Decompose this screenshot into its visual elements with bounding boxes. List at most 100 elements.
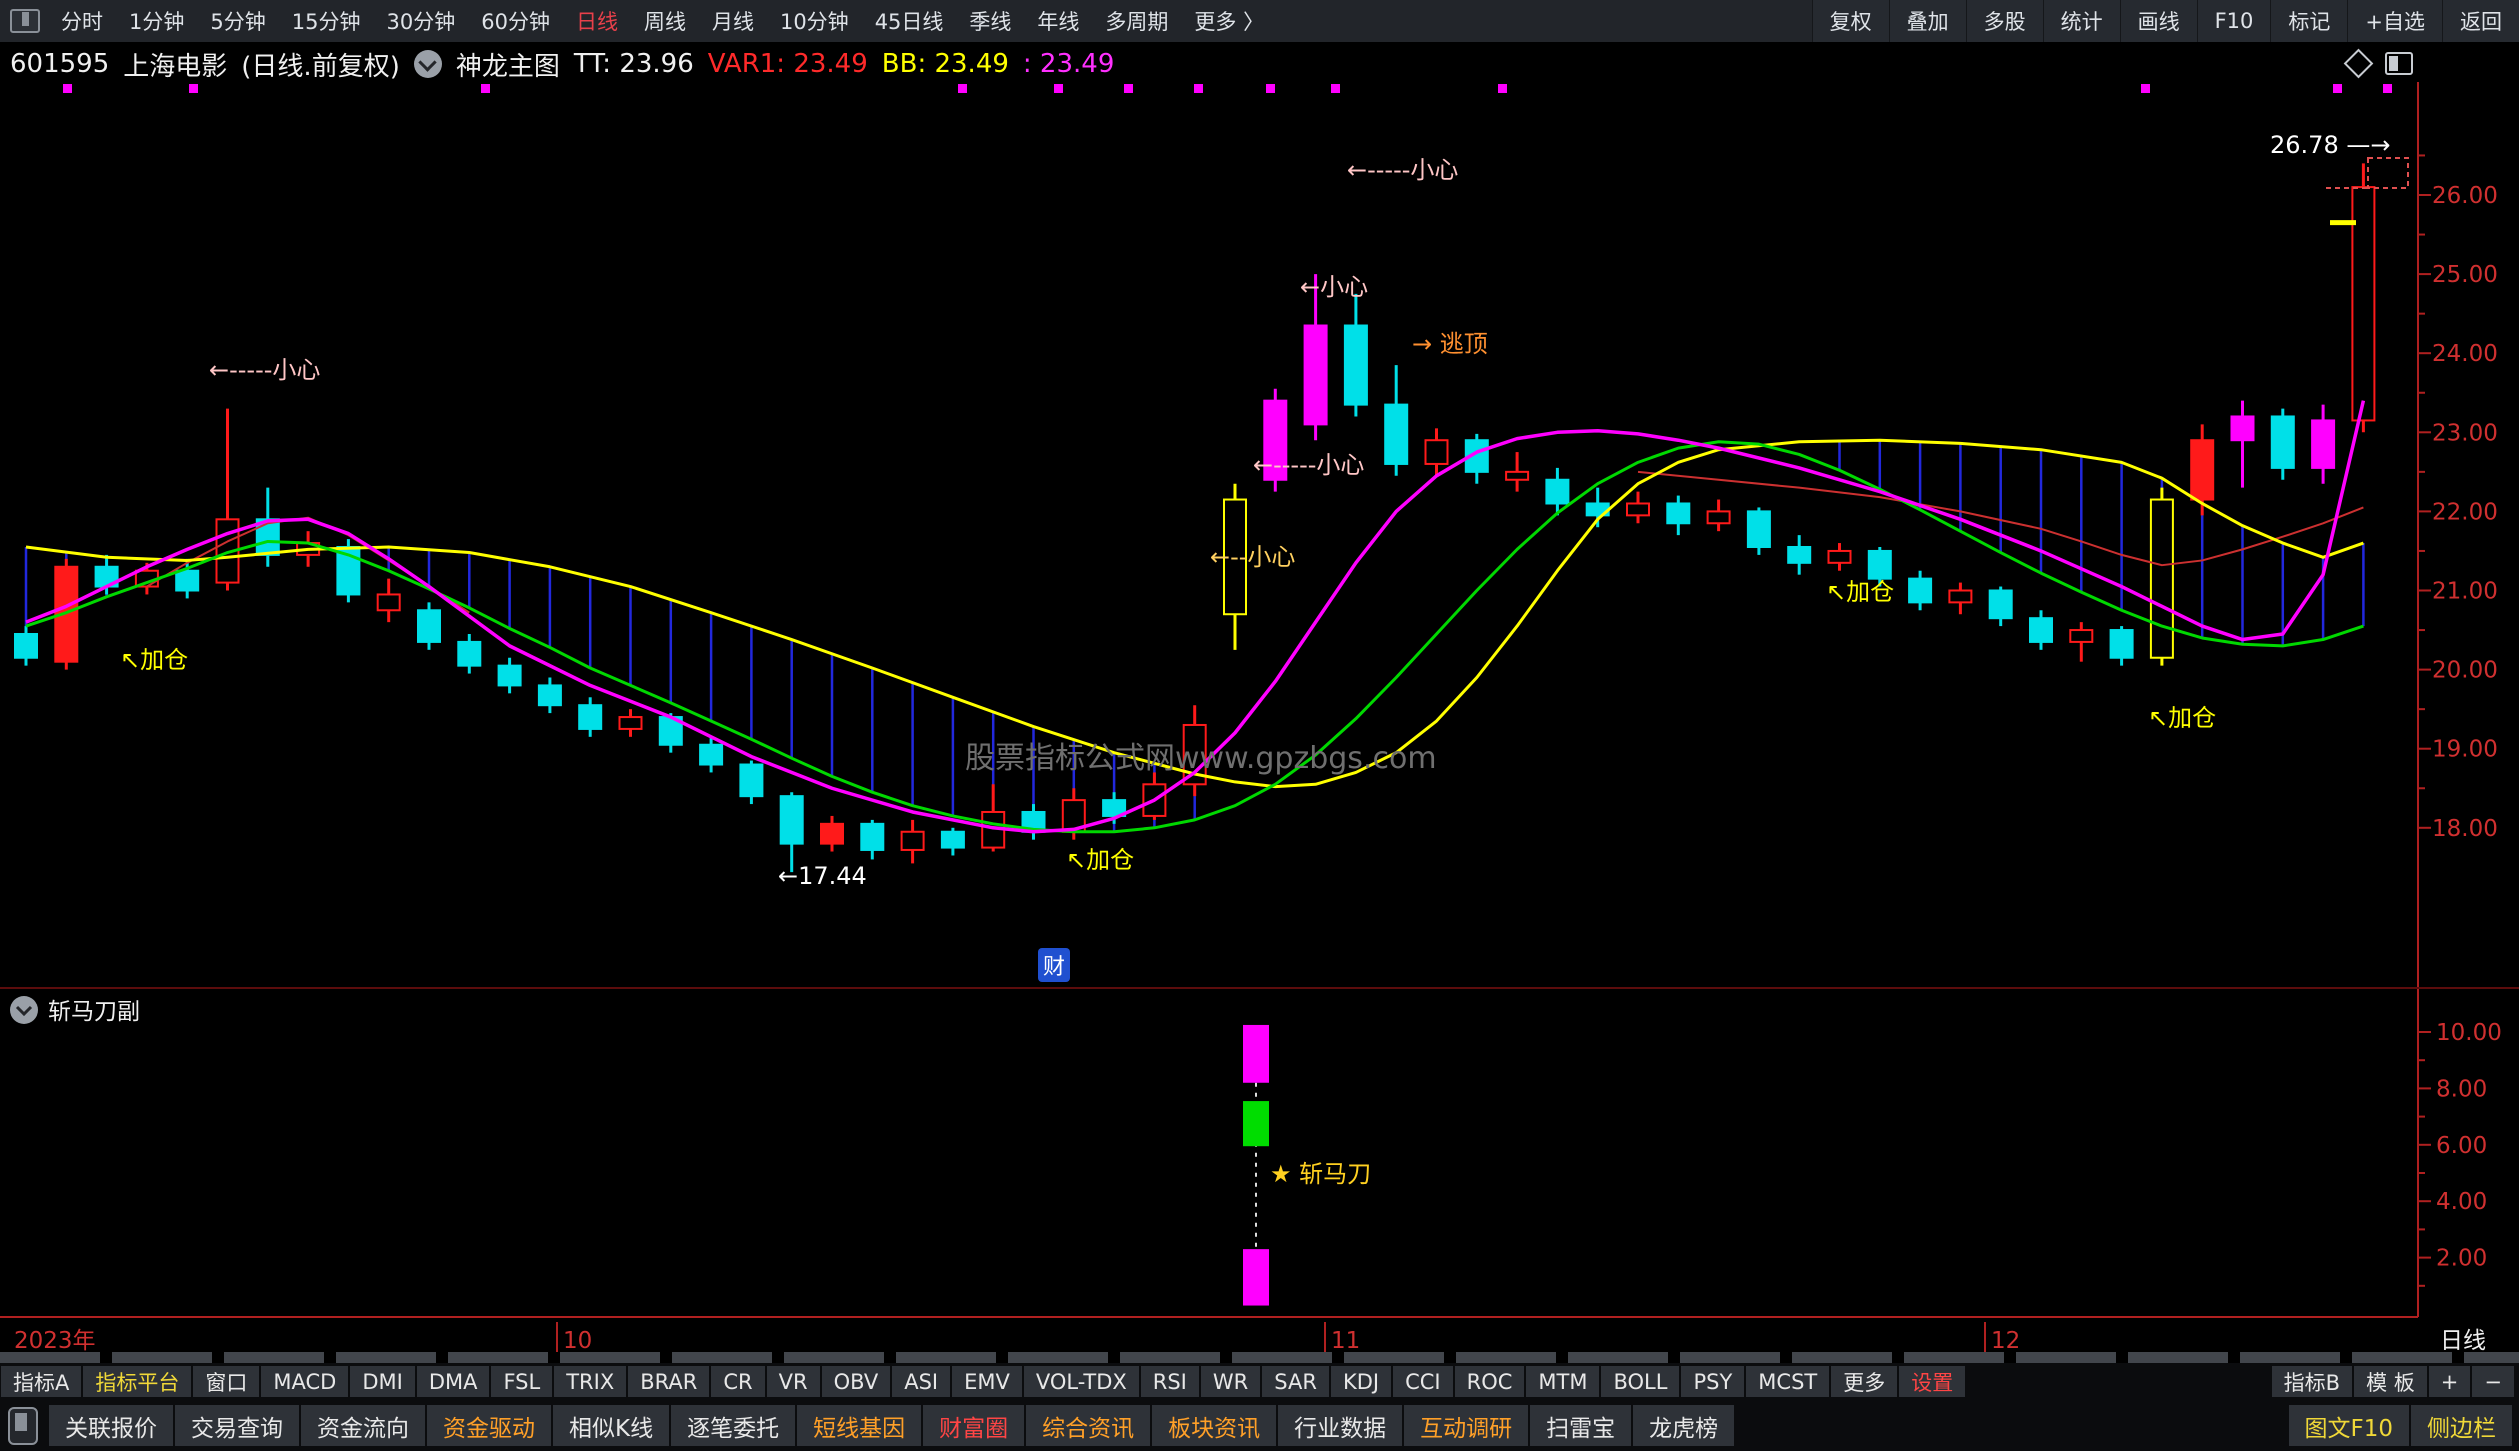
function-button-0[interactable]: 关联报价: [49, 1405, 173, 1446]
indicator-button-12[interactable]: ASI: [892, 1366, 951, 1397]
indicator-button-26[interactable]: 设置: [1899, 1366, 1966, 1397]
svg-text:6.00: 6.00: [2436, 1133, 2487, 1159]
function-button-9[interactable]: 板块资讯: [1152, 1405, 1277, 1446]
indicator-button-6[interactable]: FSL: [491, 1366, 553, 1397]
topbar-button-4[interactable]: 画线: [2119, 0, 2197, 42]
function-button-13[interactable]: 龙虎榜: [1633, 1405, 1735, 1446]
indicator-button-10[interactable]: VR: [766, 1366, 820, 1397]
diamond-icon[interactable]: [2343, 48, 2374, 79]
function-button-5[interactable]: 逐笔委托: [671, 1405, 796, 1446]
indicator-button-25[interactable]: 更多: [1831, 1366, 1898, 1397]
phone-icon[interactable]: [8, 1406, 38, 1445]
topbar-button-6[interactable]: 标记: [2270, 0, 2348, 42]
period-item-12[interactable]: 年线: [1037, 10, 1080, 34]
main-indicator-name[interactable]: 神龙主图: [455, 51, 560, 82]
indicator-button-14[interactable]: VOL-TDX: [1023, 1366, 1139, 1397]
function-button-4[interactable]: 相似K线: [553, 1405, 670, 1446]
indicator-button-24[interactable]: MCST: [1746, 1366, 1830, 1397]
function-button-7[interactable]: 财富圈: [923, 1405, 1025, 1446]
indicator-button-1[interactable]: 指标平台: [83, 1366, 192, 1397]
indicator-button-2[interactable]: 窗口: [193, 1366, 260, 1397]
indicator-right-button-2[interactable]: +: [2428, 1366, 2471, 1397]
indicator-button-23[interactable]: PSY: [1681, 1366, 1745, 1397]
function-button-10[interactable]: 行业数据: [1278, 1405, 1403, 1446]
function-button-2[interactable]: 资金流向: [301, 1405, 425, 1446]
indicator-toolbar: 指标A 指标平台 窗口 MACD DMI DMA FSL TRIX BRAR CR VR OBV ASI…: [0, 1363, 2519, 1400]
svg-text:日线: 日线: [2440, 1328, 2486, 1352]
svg-text:8.00: 8.00: [2436, 1076, 2487, 1102]
svg-text:←17.44: ←17.44: [778, 862, 867, 890]
function-button-8[interactable]: 综合资讯: [1026, 1405, 1151, 1446]
period-item-6[interactable]: 日线: [575, 10, 618, 34]
function-button-11[interactable]: 互动调研: [1404, 1405, 1529, 1446]
chart-corner-icons: [2343, 48, 2413, 79]
function-button-6[interactable]: 短线基因: [797, 1405, 922, 1446]
period-item-7[interactable]: 周线: [643, 10, 686, 34]
svg-text:4.00: 4.00: [2436, 1189, 2487, 1215]
svg-text:21.00: 21.00: [2432, 579, 2498, 605]
period-item-11[interactable]: 季线: [969, 10, 1012, 34]
svg-text:12: 12: [1991, 1328, 2020, 1352]
function-button-3[interactable]: 资金驱动: [427, 1405, 551, 1446]
topbar-button-8[interactable]: 返回: [2442, 0, 2519, 42]
topbar-button-3[interactable]: 统计: [2042, 0, 2120, 42]
indicator-right-button-3[interactable]: −: [2472, 1366, 2514, 1397]
topbar-button-2[interactable]: 多股: [1965, 0, 2043, 42]
indicator-button-15[interactable]: RSI: [1140, 1366, 1199, 1397]
svg-text:←小心: ←小心: [1300, 273, 1368, 301]
indicator-button-7[interactable]: TRIX: [554, 1366, 627, 1397]
indicator-button-8[interactable]: BRAR: [628, 1366, 710, 1397]
period-item-8[interactable]: 月线: [711, 10, 754, 34]
period-items: 分时 1分钟 5分钟 15分钟 30分钟 60分钟 日线 周线 月线 10分钟 45日线 季线 年线 多周…: [48, 6, 1277, 36]
indicator-button-9[interactable]: CR: [711, 1366, 765, 1397]
svg-text:↖加仓: ↖加仓: [2148, 704, 2216, 732]
bb2-value: : 23.49: [1022, 49, 1115, 79]
period-item-14[interactable]: 更多 〉: [1194, 10, 1265, 34]
topbar-button-1[interactable]: 叠加: [1888, 0, 1966, 42]
period-item-1[interactable]: 1分钟: [129, 10, 185, 34]
chevron-circle-icon[interactable]: [413, 50, 442, 78]
topbar-button-0[interactable]: 复权: [1811, 0, 1889, 42]
svg-text:26.00: 26.00: [2432, 183, 2498, 209]
period-item-10[interactable]: 45日线: [874, 10, 944, 34]
period-item-9[interactable]: 10分钟: [779, 10, 849, 34]
period-item-5[interactable]: 60分钟: [481, 10, 550, 34]
period-item-4[interactable]: 30分钟: [386, 10, 456, 34]
function-button-12[interactable]: 扫雷宝: [1530, 1405, 1632, 1446]
indicator-right-button-1[interactable]: 模 板: [2354, 1366, 2427, 1397]
indicator-button-3[interactable]: MACD: [261, 1366, 349, 1397]
indicator-button-22[interactable]: BOLL: [1601, 1366, 1680, 1397]
function-right-button-1[interactable]: 侧边栏: [2411, 1405, 2512, 1446]
indicator-button-13[interactable]: EMV: [952, 1366, 1022, 1397]
period-item-3[interactable]: 15分钟: [291, 10, 361, 34]
indicator-button-21[interactable]: MTM: [1526, 1366, 1600, 1397]
svg-text:25.00: 25.00: [2432, 262, 2498, 288]
panel-layout-icon[interactable]: [2385, 52, 2413, 75]
main-chart[interactable]: ←-----小心 ↖加仓 ←-----小心 ←小心 → 逃顶 ←-----小心 ←--小心 ←…: [0, 80, 2519, 1352]
indicator-button-20[interactable]: ROC: [1454, 1366, 1525, 1397]
indicator-button-18[interactable]: KDJ: [1330, 1366, 1392, 1397]
period-item-0[interactable]: 分时: [61, 10, 103, 34]
functions-toolbar: 关联报价 交易查询 资金流向 资金驱动 相似K线 逐笔委托 短线基因 财富圈 综合资讯 板块资讯行…: [0, 1400, 2519, 1451]
topbar-button-7[interactable]: +自选: [2347, 0, 2442, 42]
stock-code: 601595: [10, 49, 110, 79]
indicator-button-17[interactable]: SAR: [1262, 1366, 1329, 1397]
svg-text:↖加仓: ↖加仓: [120, 646, 188, 674]
period-item-13[interactable]: 多周期: [1105, 10, 1169, 34]
timeline-navigator[interactable]: [0, 1352, 2519, 1363]
svg-text:2023年: 2023年: [14, 1328, 96, 1352]
function-right-button-0[interactable]: 图文F10: [2288, 1405, 2409, 1446]
topbar-right-buttons: 复权 叠加 多股 统计 画线 F10 标记 +自选 返回: [1811, 0, 2519, 42]
indicator-button-0[interactable]: 指标A: [1, 1366, 82, 1397]
indicator-button-16[interactable]: WR: [1200, 1366, 1261, 1397]
topbar-button-5[interactable]: F10: [2196, 0, 2271, 42]
function-button-1[interactable]: 交易查询: [175, 1405, 299, 1446]
svg-text:股票指标公式网www.gpzbgs.com: 股票指标公式网www.gpzbgs.com: [965, 741, 1437, 776]
svg-text:19.00: 19.00: [2432, 737, 2498, 763]
indicator-button-5[interactable]: DMA: [416, 1366, 490, 1397]
indicator-button-4[interactable]: DMI: [350, 1366, 415, 1397]
indicator-button-11[interactable]: OBV: [821, 1366, 891, 1397]
period-item-2[interactable]: 5分钟: [210, 10, 266, 34]
indicator-button-19[interactable]: CCI: [1393, 1366, 1453, 1397]
indicator-right-button-0[interactable]: 指标B: [2271, 1366, 2353, 1397]
